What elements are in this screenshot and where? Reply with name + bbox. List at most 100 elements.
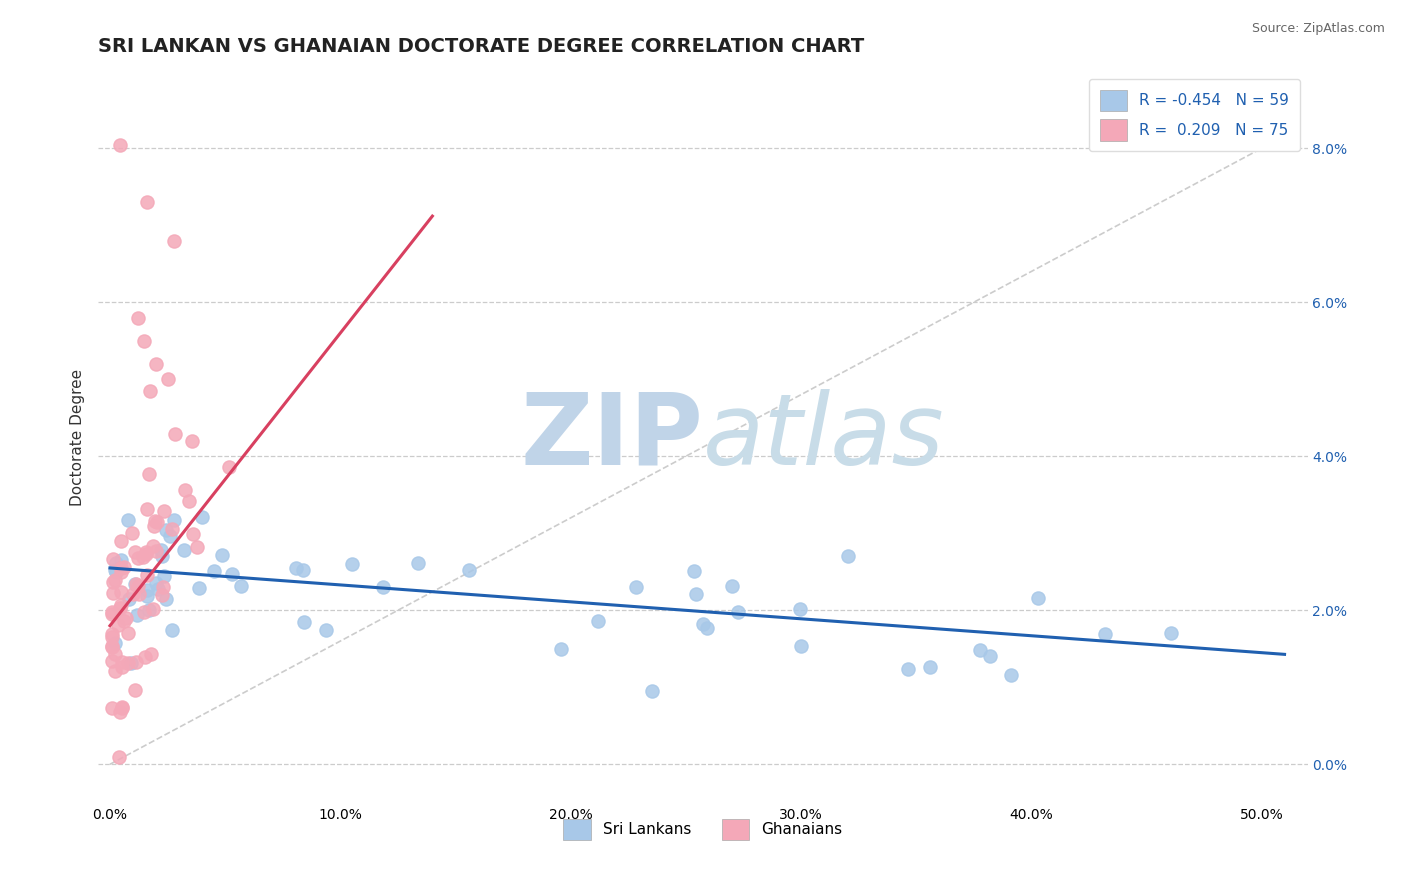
Point (146, 515, 169, 529)
Point (136, 501, 159, 516)
Point (1094, 627, 1116, 641)
Point (162, 624, 184, 638)
Text: SRI LANKAN VS GHANAIAN DOCTORATE DEGREE CORRELATION CHART: SRI LANKAN VS GHANAIAN DOCTORATE DEGREE … (98, 37, 865, 56)
Point (159, 529, 181, 543)
Point (188, 581, 211, 595)
Point (107, 618, 129, 632)
Point (202, 564, 225, 578)
Point (110, 585, 132, 599)
Point (121, 525, 143, 540)
Point (138, 467, 160, 481)
Point (128, 587, 150, 601)
Point (101, 605, 124, 619)
Point (127, 550, 149, 565)
Point (145, 576, 167, 591)
Point (142, 539, 165, 553)
Point (727, 605, 749, 619)
Point (969, 643, 991, 657)
Point (837, 549, 859, 563)
Point (101, 654, 124, 668)
Point (118, 592, 141, 607)
Point (127, 579, 149, 593)
Point (163, 513, 186, 527)
Point (165, 426, 187, 441)
Y-axis label: Doctorate Degree: Doctorate Degree (70, 368, 86, 506)
Point (117, 625, 139, 640)
Point (696, 621, 718, 635)
Point (120, 656, 142, 670)
Point (104, 664, 127, 678)
Point (152, 504, 174, 518)
Point (139, 647, 162, 661)
Point (155, 523, 177, 537)
Point (682, 564, 704, 578)
Point (127, 607, 149, 622)
Point (156, 372, 179, 386)
Point (110, 560, 132, 574)
Point (111, 655, 134, 669)
Point (110, 706, 132, 720)
Point (142, 602, 165, 616)
Point (111, 701, 134, 715)
Point (121, 587, 143, 601)
Point (145, 543, 167, 558)
Point (177, 494, 200, 508)
Point (110, 566, 132, 580)
Point (110, 700, 132, 714)
Point (110, 137, 132, 152)
Point (221, 567, 243, 582)
Point (110, 553, 132, 567)
Point (114, 611, 136, 625)
Point (149, 542, 172, 557)
Point (1026, 591, 1049, 605)
Point (150, 588, 173, 602)
Point (124, 576, 146, 591)
Point (103, 586, 125, 600)
Point (160, 522, 183, 536)
Point (897, 662, 920, 676)
Point (789, 602, 811, 616)
Point (135, 548, 157, 562)
Point (152, 580, 174, 594)
Point (920, 659, 942, 673)
Point (315, 623, 337, 637)
Point (135, 568, 157, 582)
Point (117, 657, 139, 671)
Point (112, 614, 135, 628)
Point (101, 574, 124, 589)
Point (721, 579, 744, 593)
Point (284, 561, 307, 575)
Point (148, 582, 170, 597)
Point (125, 656, 148, 670)
Point (103, 636, 125, 650)
Point (139, 384, 162, 398)
Point (586, 615, 609, 629)
Point (101, 639, 124, 653)
Point (292, 615, 315, 630)
Point (138, 603, 160, 617)
Point (110, 598, 132, 612)
Point (173, 483, 195, 498)
Point (142, 518, 165, 533)
Point (153, 569, 176, 583)
Point (163, 234, 186, 248)
Point (101, 631, 124, 645)
Point (143, 514, 166, 528)
Point (135, 544, 157, 558)
Point (104, 565, 127, 579)
Point (181, 527, 204, 541)
Point (134, 650, 156, 665)
Point (340, 557, 363, 571)
Point (101, 626, 124, 640)
Point (211, 548, 233, 562)
Point (108, 749, 131, 764)
Point (181, 434, 204, 449)
Point (135, 195, 157, 210)
Point (373, 580, 395, 594)
Point (101, 607, 124, 621)
Point (979, 648, 1001, 663)
Point (292, 563, 315, 577)
Point (155, 591, 177, 606)
Point (406, 556, 429, 570)
Point (218, 459, 240, 474)
